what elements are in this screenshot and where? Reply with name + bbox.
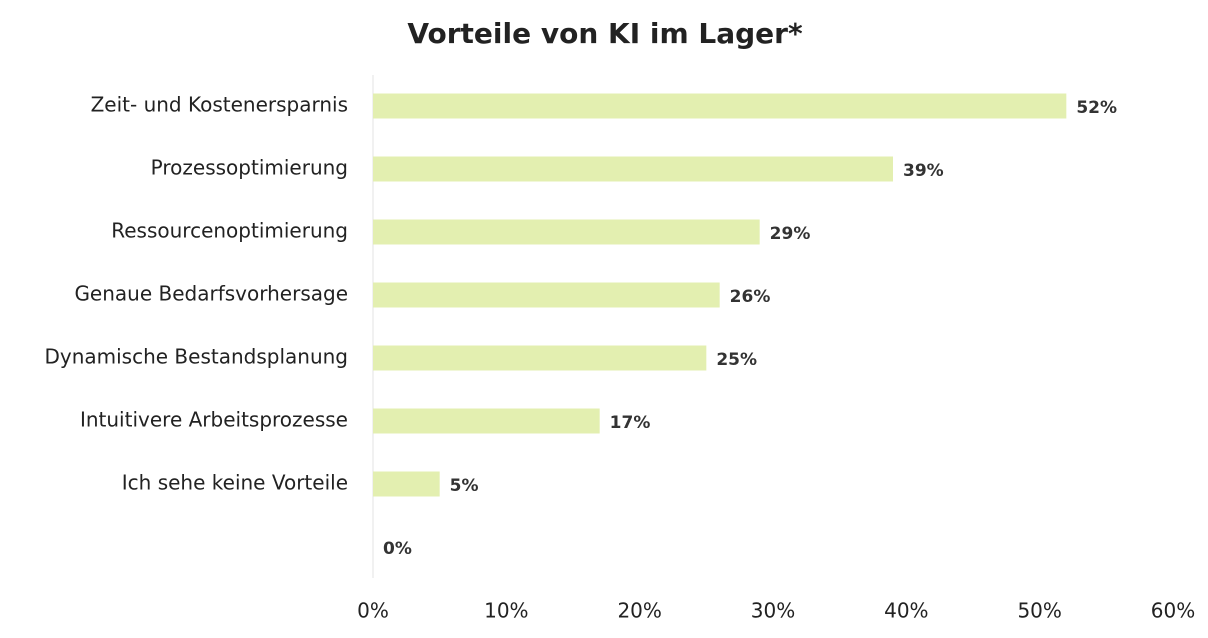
x-tick-label: 10% bbox=[484, 599, 528, 623]
x-tick-label: 50% bbox=[1017, 599, 1061, 623]
bar bbox=[373, 345, 707, 371]
value-label: 17% bbox=[610, 413, 651, 433]
bar bbox=[373, 156, 893, 182]
bar bbox=[373, 219, 760, 245]
bar bbox=[373, 471, 440, 497]
value-label: 25% bbox=[716, 350, 757, 370]
y-tick-label: Zeit- und Kostenersparnis bbox=[91, 93, 348, 117]
bar bbox=[373, 408, 600, 434]
value-label: 52% bbox=[1076, 98, 1117, 118]
y-tick-label: Ressourcenoptimierung bbox=[111, 219, 348, 243]
bar bbox=[373, 93, 1067, 119]
x-tick-label: 30% bbox=[751, 599, 795, 623]
value-label: 39% bbox=[903, 161, 944, 181]
x-tick-label: 20% bbox=[617, 599, 661, 623]
value-label: 5% bbox=[450, 476, 479, 496]
y-tick-label: Dynamische Bestandsplanung bbox=[44, 345, 348, 369]
bar bbox=[373, 282, 720, 308]
value-label: 29% bbox=[770, 224, 811, 244]
x-tick-label: 0% bbox=[357, 599, 389, 623]
value-label: 0% bbox=[383, 539, 412, 559]
y-tick-label: Ich sehe keine Vorteile bbox=[122, 471, 348, 495]
y-tick-label: Intuitivere Arbeitsprozesse bbox=[80, 408, 348, 432]
x-tick-label: 40% bbox=[884, 599, 928, 623]
value-label: 26% bbox=[730, 287, 771, 307]
chart-title: Vorteile von KI im Lager* bbox=[407, 17, 803, 50]
x-tick-label: 60% bbox=[1151, 599, 1195, 623]
y-tick-label: Prozessoptimierung bbox=[151, 156, 348, 180]
y-tick-label: Genaue Bedarfsvorhersage bbox=[74, 282, 348, 306]
